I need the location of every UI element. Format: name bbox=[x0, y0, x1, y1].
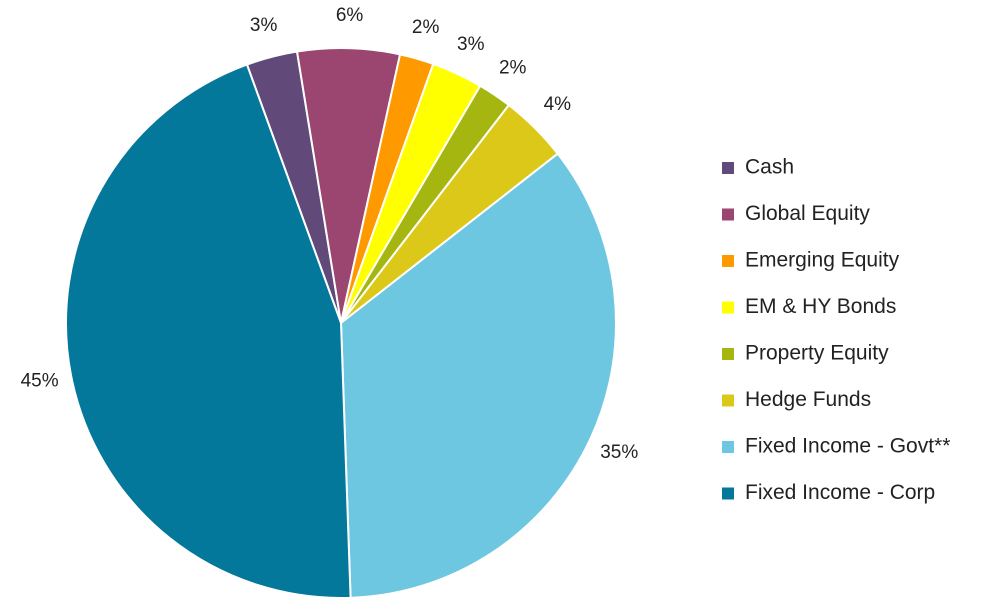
legend-marker bbox=[722, 162, 734, 174]
legend-label: Fixed Income - Govt** bbox=[745, 435, 950, 458]
data-label: 6% bbox=[336, 5, 364, 26]
data-label: 35% bbox=[600, 442, 638, 463]
legend-label: Property Equity bbox=[745, 342, 889, 365]
legend-marker bbox=[722, 348, 734, 360]
legend-label: Fixed Income - Corp bbox=[745, 481, 935, 504]
legend-label: Cash bbox=[745, 156, 794, 179]
legend-marker bbox=[722, 394, 734, 407]
data-label: 3% bbox=[250, 15, 278, 36]
legend-marker bbox=[722, 255, 734, 267]
data-label: 4% bbox=[544, 94, 572, 115]
pie-slice bbox=[65, 63, 352, 598]
legend-marker bbox=[722, 487, 734, 500]
legend-label: Global Equity bbox=[745, 202, 870, 225]
legend-marker bbox=[722, 208, 734, 221]
data-label: 2% bbox=[499, 58, 527, 79]
data-label: 2% bbox=[412, 17, 440, 38]
data-label: 45% bbox=[21, 371, 59, 392]
pie-slice bbox=[339, 152, 617, 598]
legend-marker bbox=[722, 301, 734, 314]
legend-label: Emerging Equity bbox=[745, 249, 900, 272]
legend-label: EM & HY Bonds bbox=[745, 295, 896, 318]
data-label: 3% bbox=[457, 34, 485, 55]
legend-label: Hedge Funds bbox=[745, 388, 871, 411]
legend-marker bbox=[722, 441, 734, 453]
